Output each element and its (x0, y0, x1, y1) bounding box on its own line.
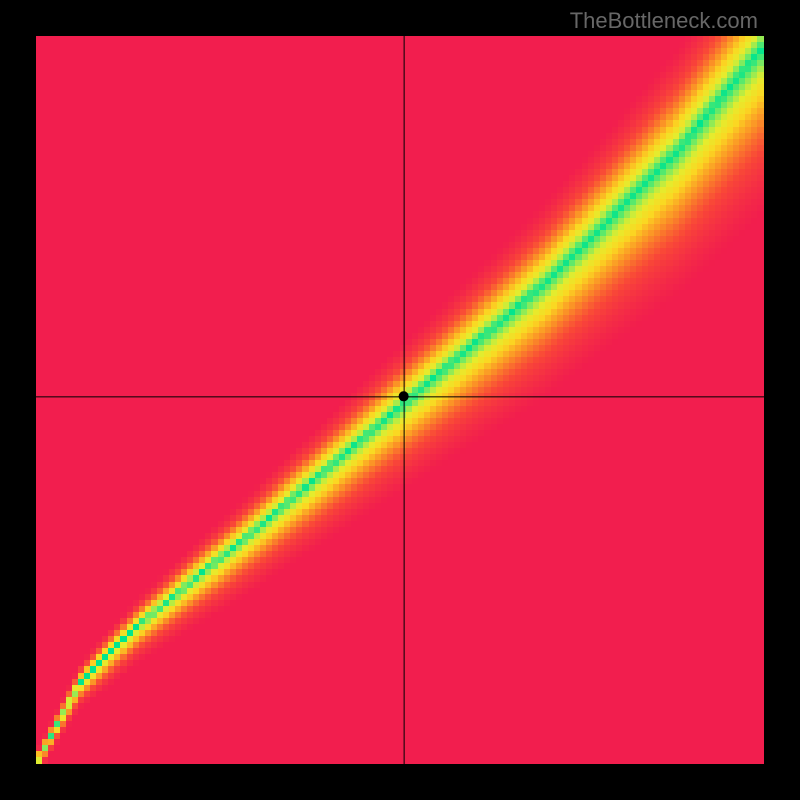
watermark-text: TheBottleneck.com (570, 8, 758, 34)
figure-frame: TheBottleneck.com (0, 0, 800, 800)
heatmap-canvas (36, 36, 764, 764)
plot-area (36, 36, 764, 764)
